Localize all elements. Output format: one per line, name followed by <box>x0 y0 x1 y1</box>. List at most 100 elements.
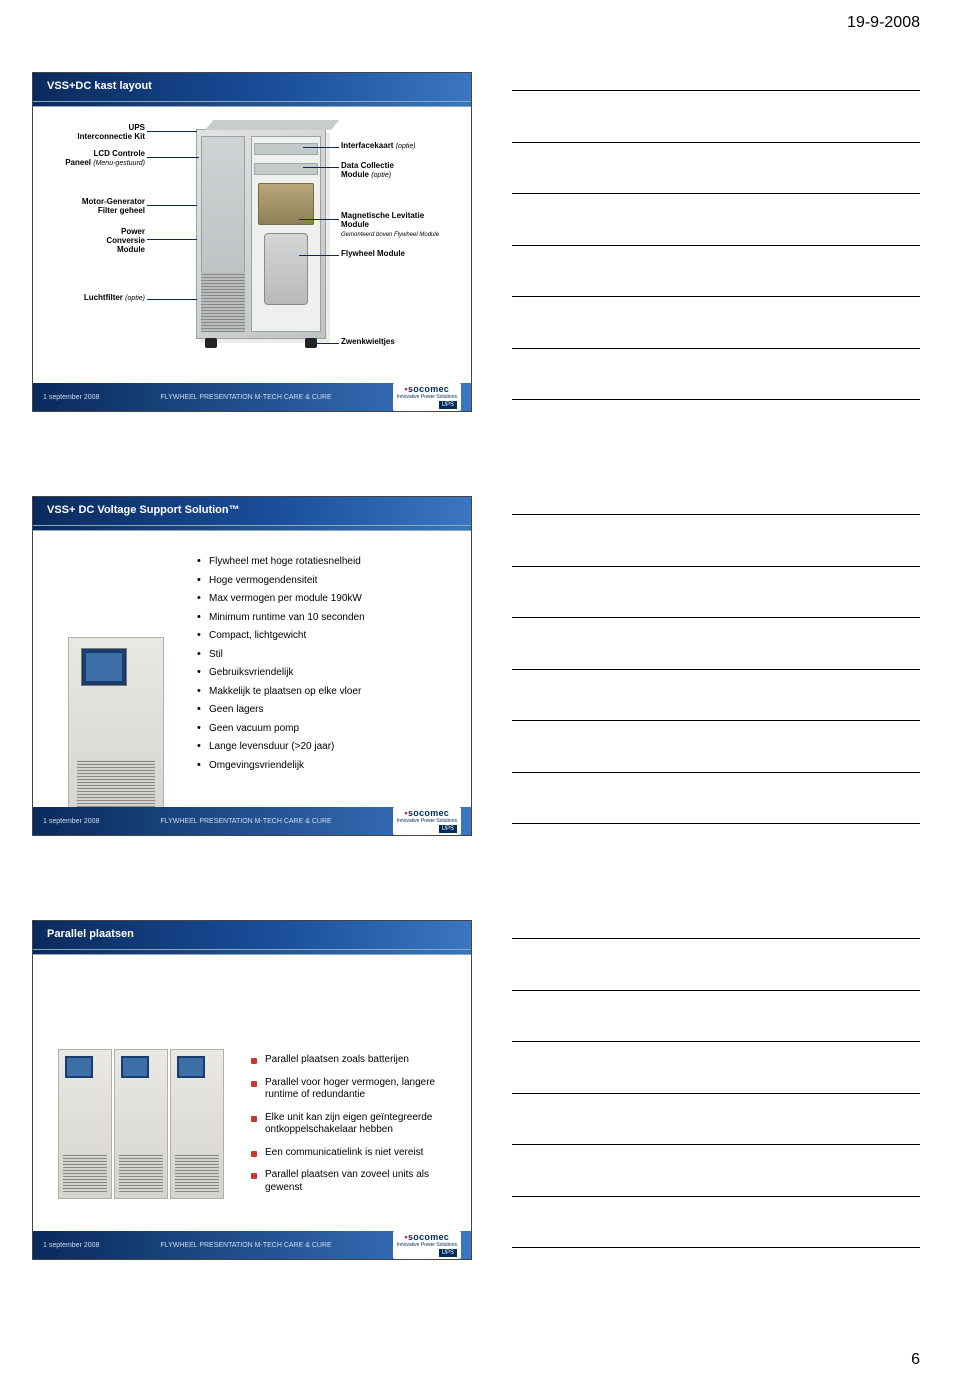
cabinet-shelf <box>254 163 318 175</box>
slide3-bullets: Parallel plaatsen zoals batterijen Paral… <box>251 1049 453 1199</box>
slide3-left <box>41 1049 241 1199</box>
note-line <box>512 296 920 297</box>
label-fly: Flywheel Module <box>341 249 461 258</box>
socomec-logo: •socomec Innovative Power Solutions UPS <box>393 1231 461 1259</box>
note-line <box>512 938 920 939</box>
lead-line <box>147 299 197 300</box>
row-1: VSS+DC kast layout <box>32 72 920 412</box>
socomec-logo: •socomec Innovative Power Solutions UPS <box>393 383 461 411</box>
slide3-body: Parallel plaatsen zoals batterijen Paral… <box>33 955 471 1260</box>
unit-icon <box>58 1049 112 1199</box>
lead-line <box>311 343 339 344</box>
bullet-item: Omgevingsvriendelijk <box>197 757 457 776</box>
lead-line <box>147 157 199 158</box>
note-line <box>512 90 920 91</box>
note-line <box>512 399 920 400</box>
note-line <box>512 245 920 246</box>
bullet-item: Flywheel met hoge rotatiesnelheid <box>197 553 457 572</box>
footer-center: FLYWHEEL PRESENTATION M-TECH CARE & CURE <box>160 1242 331 1249</box>
note-line <box>512 566 920 567</box>
bullet-item: Elke unit kan zijn eigen geïntegreerde o… <box>251 1107 453 1142</box>
slide1-title: VSS+DC kast layout <box>33 73 471 101</box>
slide1-body: UPS Interconnectie Kit LCD Controle Pane… <box>33 107 471 377</box>
cabinet-shelf <box>254 143 318 155</box>
slide-1: VSS+DC kast layout <box>32 72 472 412</box>
label-zwenk: Zwenkwieltjes <box>341 337 461 346</box>
cabinet-icon <box>196 129 326 339</box>
notes-3 <box>512 920 920 1260</box>
row-2: VSS+ DC Voltage Support Solution™ (0.5 m… <box>32 496 920 836</box>
unit-icon <box>170 1049 224 1199</box>
lead-line <box>299 219 339 220</box>
note-line <box>512 514 920 515</box>
label-motor: Motor-Generator Filter geheel <box>45 197 145 215</box>
slide-3: Parallel plaatsen Parallel plaatsen zoal… <box>32 920 472 1260</box>
slide3-title: Parallel plaatsen <box>33 921 471 949</box>
note-line <box>512 772 920 773</box>
bullet-item: Hoge vermogendensiteit <box>197 572 457 591</box>
footer-center: FLYWHEEL PRESENTATION M-TECH CARE & CURE <box>160 394 331 401</box>
multi-unit-icon <box>58 1049 224 1199</box>
slide2-bullets: Flywheel met hoge rotatiesnelheid Hoge v… <box>197 553 457 775</box>
lead-line <box>299 255 339 256</box>
note-line <box>512 1041 920 1042</box>
bullet-item: Lange levensduur (>20 jaar) <box>197 738 457 757</box>
footer-center: FLYWHEEL PRESENTATION M-TECH CARE & CURE <box>160 818 331 825</box>
unit-icon <box>114 1049 168 1199</box>
note-line <box>512 142 920 143</box>
bullet-item: Minimum runtime van 10 seconden <box>197 609 457 628</box>
footer-date: 1 september 2008 <box>43 1242 99 1249</box>
bullet-item: Parallel plaatsen van zoveel units als g… <box>251 1164 453 1199</box>
note-line <box>512 617 920 618</box>
note-line <box>512 990 920 991</box>
cabinet-diagram: UPS Interconnectie Kit LCD Controle Pane… <box>41 115 463 375</box>
note-line <box>512 193 920 194</box>
footer-date: 1 september 2008 <box>43 818 99 825</box>
note-line <box>512 823 920 824</box>
bullet-item: Geen lagers <box>197 701 457 720</box>
notes-2 <box>512 496 920 836</box>
label-lucht: Luchtfilter (optie) <box>45 293 145 303</box>
slide-2: VSS+ DC Voltage Support Solution™ (0.5 m… <box>32 496 472 836</box>
bullet-item: Parallel plaatsen zoals batterijen <box>251 1049 453 1072</box>
note-line <box>512 348 920 349</box>
note-line <box>512 1196 920 1197</box>
slide2-right: Flywheel met hoge rotatiesnelheid Hoge v… <box>191 539 463 836</box>
slide2-title: VSS+ DC Voltage Support Solution™ <box>33 497 471 525</box>
page: 19-9-2008 VSS+DC kast layout <box>0 0 960 1383</box>
note-line <box>512 1247 920 1248</box>
note-line <box>512 720 920 721</box>
label-lcd: LCD Controle Paneel (Menu-gestuurd) <box>45 149 145 168</box>
footer-date: 1 september 2008 <box>43 394 99 401</box>
bullet-item: Gebruiksvriendelijk <box>197 664 457 683</box>
row-3: Parallel plaatsen Parallel plaatsen zoal… <box>32 920 920 1260</box>
cabinet-grille <box>201 272 245 332</box>
slide3-footer: 1 september 2008 FLYWHEEL PRESENTATION M… <box>33 1231 471 1259</box>
slide2-left: (0.5 m²) B x D x H ; 630 x 830 x 1800 mm <box>41 539 191 836</box>
lead-line <box>303 167 339 168</box>
notes-1 <box>512 72 920 412</box>
cabinet-interior <box>251 136 321 332</box>
vss-unit-icon <box>68 637 164 827</box>
note-line <box>512 669 920 670</box>
slide2-footer: 1 september 2008 FLYWHEEL PRESENTATION M… <box>33 807 471 835</box>
label-power: Power Conversie Module <box>65 227 145 255</box>
lead-line <box>303 147 339 148</box>
bullet-item: Max vermogen per module 190kW <box>197 590 457 609</box>
label-iface: Interfacekaart (optie) <box>341 141 461 151</box>
lead-line <box>147 239 197 240</box>
vss-display-icon <box>81 648 127 686</box>
slide3-right: Parallel plaatsen zoals batterijen Paral… <box>241 1049 463 1199</box>
socomec-logo: •socomec Innovative Power Solutions UPS <box>393 807 461 835</box>
bullet-item: Geen vacuum pomp <box>197 720 457 739</box>
note-line <box>512 1144 920 1145</box>
page-number: 6 <box>911 1351 920 1369</box>
header-date: 19-9-2008 <box>847 14 920 32</box>
bullet-item: Een communicatielink is niet vereist <box>251 1142 453 1165</box>
note-line <box>512 1093 920 1094</box>
label-mag: Magnetische Levitatie Module Gemonteerd … <box>341 211 471 239</box>
bullet-item: Stil <box>197 646 457 665</box>
bullet-item: Makkelijk te plaatsen op elke vloer <box>197 683 457 702</box>
lead-line <box>147 205 197 206</box>
cabinet-flywheel-icon <box>264 233 308 305</box>
